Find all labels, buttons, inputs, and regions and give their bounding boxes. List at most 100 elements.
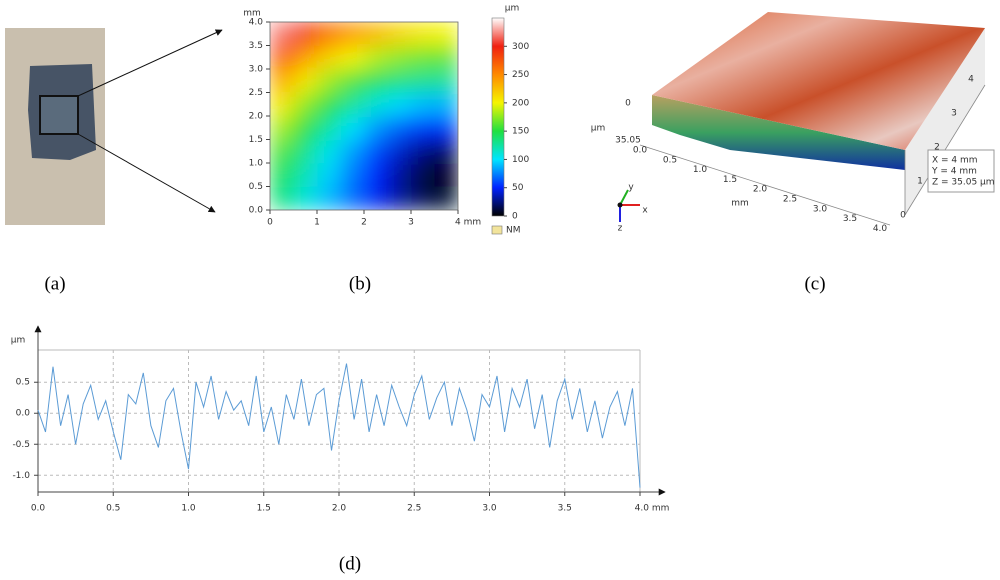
heat-cell [270, 116, 294, 140]
heat-cell [293, 92, 318, 117]
heat-cell [411, 186, 435, 210]
photo [5, 28, 223, 225]
y-tick-label: 1 [917, 177, 923, 187]
x-tick-label: 1.5 [257, 504, 271, 514]
heat-cell [434, 22, 458, 46]
heat-cell [387, 116, 412, 140]
x-tick-label: 3 [408, 218, 414, 228]
surface-3d [617, 12, 995, 226]
heatmap [270, 22, 458, 210]
heat-cell [434, 163, 458, 187]
y-tick-label: 2 [934, 143, 940, 153]
y-tick-label: 0 [900, 211, 906, 221]
heat-cell [293, 139, 318, 164]
colorbar-tick-label: 100 [512, 155, 529, 165]
axis-triad-label: z [618, 224, 623, 234]
heat-cell [293, 22, 318, 46]
heatmap-cells [270, 22, 458, 210]
y-tick-label: 2.5 [249, 88, 263, 98]
x-tick-label: 1.0 [693, 165, 708, 175]
x-unit: mm [731, 199, 749, 209]
colorbar-tick-label: 0 [512, 212, 518, 222]
y-tick-label: -1.0 [12, 471, 30, 481]
y-tick-label: 3 [951, 109, 957, 119]
heat-cell [293, 45, 318, 70]
y-axis-unit: µm [11, 336, 26, 346]
y-tick-label: 0.0 [16, 409, 31, 419]
x-tick-label: 4.0 [873, 224, 888, 234]
heat-cell [293, 186, 318, 210]
heat-cell [340, 163, 365, 187]
colorbar-tick-label: 150 [512, 127, 529, 137]
y-tick-label: 0.5 [16, 378, 30, 388]
heat-cell [411, 22, 435, 46]
heat-cell [364, 69, 388, 93]
x-tick-label: 4.0 mm [635, 504, 670, 514]
heat-cell [317, 92, 341, 117]
x-tick-label: 2.0 [332, 504, 347, 514]
x-tick-label: 3.5 [558, 504, 572, 514]
heat-cell [340, 45, 365, 70]
heat-cell [411, 163, 435, 187]
heat-cell [411, 69, 435, 93]
x-tick-label: 3.0 [813, 204, 828, 214]
info-line: X = 4 mm [932, 156, 978, 166]
y-axis-unit: mm [243, 9, 261, 19]
heat-cell [317, 163, 341, 187]
heat-cell [270, 186, 294, 210]
colorbar-tick-label: 300 [512, 42, 529, 52]
x-tick-label: 0.0 [31, 504, 46, 514]
heat-cell [411, 139, 435, 164]
heat-cell [317, 22, 341, 46]
heat-cell [340, 92, 365, 117]
x-tick-label: 0.5 [663, 155, 677, 165]
heat-cell [364, 163, 388, 187]
heat-cell [340, 116, 365, 140]
heat-cell [364, 116, 388, 140]
heat-cell [434, 45, 458, 70]
x-tick-label: 1 [314, 218, 320, 228]
heat-cell [411, 116, 435, 140]
y-tick-label: 2.0 [249, 112, 264, 122]
x-tick-label: 1.5 [723, 175, 737, 185]
heat-cell [364, 139, 388, 164]
z-tick-label: 35.05 [615, 136, 641, 146]
heat-cell [387, 139, 412, 164]
heat-cell [317, 69, 341, 93]
heat-cell [434, 139, 458, 164]
x-tick-label: 0.5 [106, 504, 120, 514]
info-line: Y = 4 mm [931, 167, 977, 177]
heat-cell [270, 45, 294, 70]
panel-label: (a) [44, 273, 65, 294]
x-tick-label: 0 [267, 218, 273, 228]
heat-cell [340, 186, 365, 210]
heat-cell [270, 69, 294, 93]
heat-cell [340, 22, 365, 46]
x-tick-label: 2.0 [753, 185, 768, 195]
y-tick-label: 1.0 [249, 159, 264, 169]
y-tick-label: 1.5 [249, 135, 263, 145]
z-tick-label: 0 [625, 99, 631, 109]
heat-cell [317, 139, 341, 164]
heat-cell [411, 92, 435, 117]
x-tick-label: 2.5 [783, 195, 797, 205]
heat-cell [270, 139, 294, 164]
heat-cell [270, 22, 294, 46]
x-tick-label: 0.0 [633, 146, 648, 156]
heat-cell [340, 69, 365, 93]
heat-cell [387, 45, 412, 70]
x-tick-label: 2.5 [407, 504, 421, 514]
heat-cell [293, 163, 318, 187]
info-line: Z = 35.05 µm [932, 178, 995, 188]
z-unit: µm [591, 124, 606, 134]
heat-cell [387, 22, 412, 46]
heat-cell [340, 139, 365, 164]
heat-cell [270, 92, 294, 117]
panel-label: (c) [804, 273, 825, 294]
heat-cell [434, 92, 458, 117]
y-tick-label: 0.0 [249, 206, 264, 216]
heat-cell [364, 45, 388, 70]
heat-cell [317, 45, 341, 70]
y-tick-label: 4 [968, 75, 974, 85]
